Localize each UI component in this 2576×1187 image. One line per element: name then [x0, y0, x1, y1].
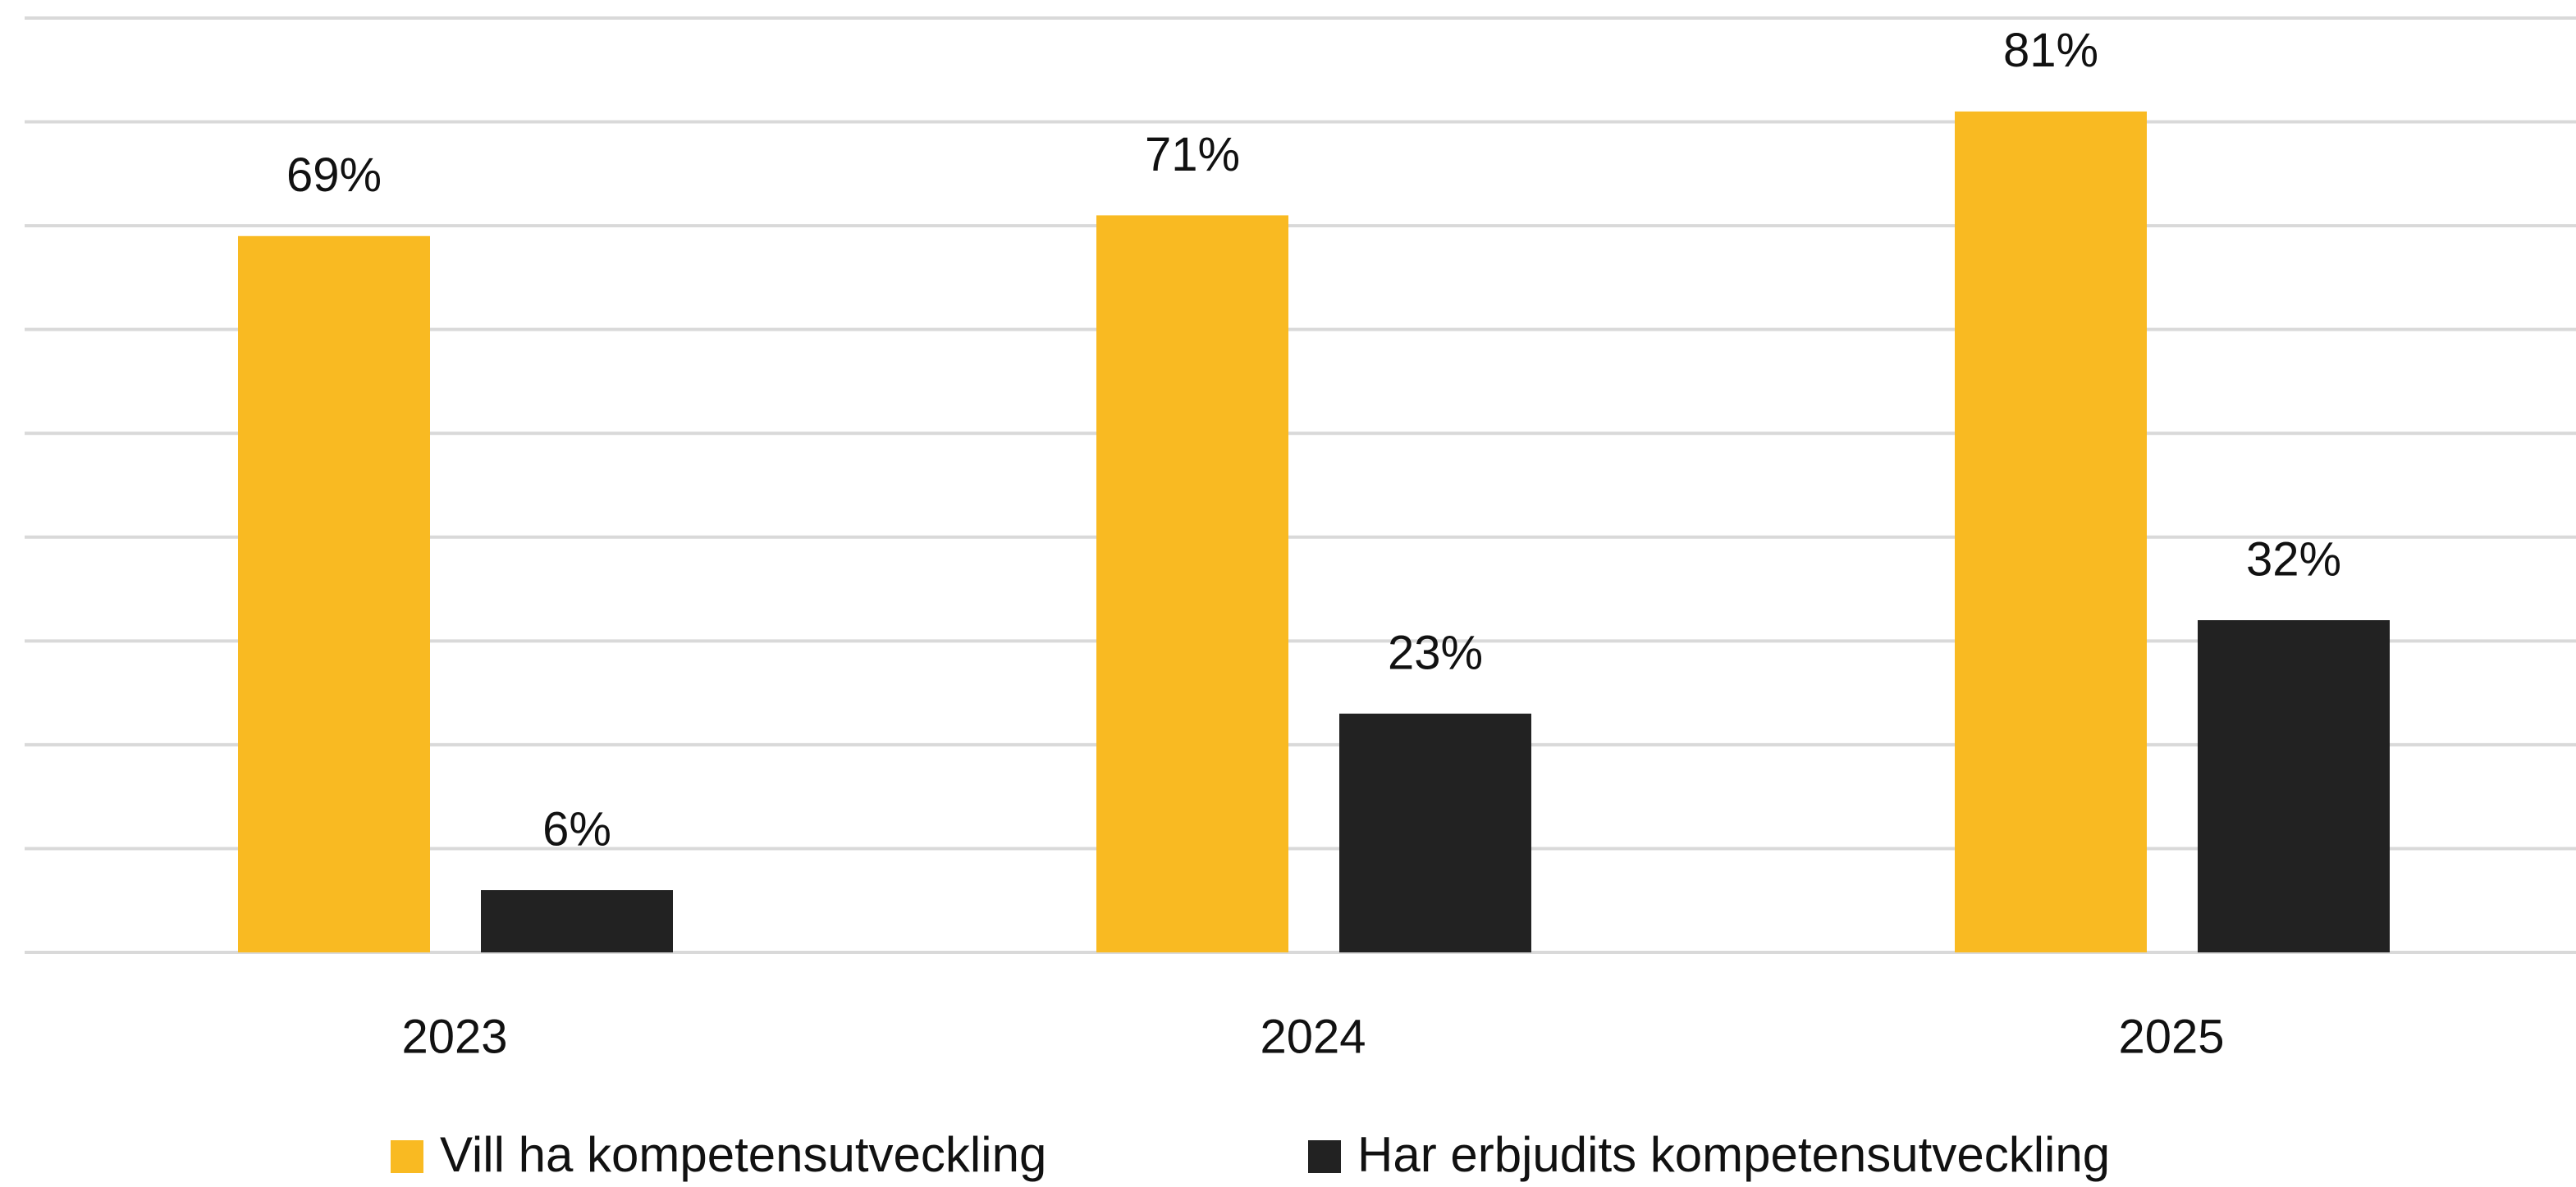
bar [1339, 713, 1531, 952]
value-label: 81% [2003, 24, 2098, 77]
legend-swatch [1308, 1140, 1341, 1173]
value-label: 32% [2246, 532, 2341, 586]
value-label: 69% [286, 148, 382, 202]
legend-label: Vill ha kompetensutveckling [440, 1127, 1046, 1182]
x-tick-label: 2023 [401, 1010, 507, 1063]
legend-label: Har erbjudits kompetensutveckling [1357, 1127, 2110, 1182]
value-label: 23% [1388, 626, 1483, 679]
legend-swatch [391, 1140, 423, 1173]
value-label: 6% [542, 802, 611, 856]
bar [238, 235, 430, 952]
value-label: 71% [1145, 128, 1240, 181]
bar [2198, 620, 2390, 952]
x-tick-label: 2024 [1260, 1010, 1366, 1063]
bar [481, 890, 673, 952]
bar [1096, 215, 1288, 952]
x-tick-label: 2025 [2118, 1010, 2224, 1063]
bar [1955, 111, 2147, 952]
